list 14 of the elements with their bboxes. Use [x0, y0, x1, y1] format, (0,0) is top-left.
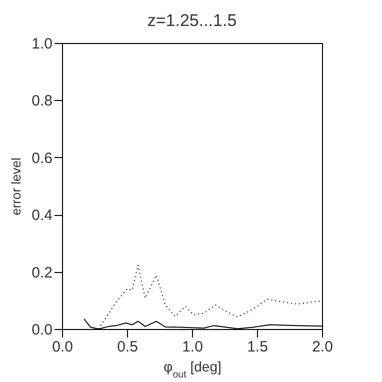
x-tick-label: 1.0	[182, 338, 203, 356]
y-tick-label: 0.0	[32, 322, 52, 338]
x-axis-title: φ$_{out}$ [deg]	[164, 358, 222, 380]
x-tick-label: 1.5	[247, 338, 268, 356]
chart-title: z=1.25...1.5	[147, 11, 237, 30]
y-axis-title: error level	[8, 157, 24, 216]
y-tick-label: 0.6	[32, 150, 52, 167]
x-tick-label: 2.0	[312, 338, 333, 356]
y-tick-label: 0.8	[32, 92, 52, 110]
y-tick-label: 0.2	[32, 264, 52, 282]
y-tick-label: 0.4	[32, 207, 52, 224]
x-tick-label: 0.0	[52, 338, 73, 356]
x-tick-label: 0.5	[117, 338, 138, 356]
y-tick-label: 1.0	[32, 36, 52, 52]
